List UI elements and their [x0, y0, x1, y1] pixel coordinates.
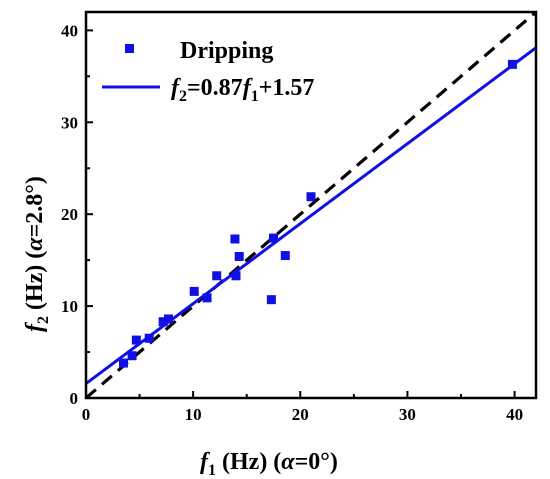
x-tick-label: 30 [399, 405, 416, 424]
x-tick-label: 10 [185, 405, 202, 424]
legend-label-dripping: Dripping [180, 38, 273, 64]
data-point [306, 192, 316, 202]
data-point [131, 335, 141, 345]
data-point [127, 351, 137, 361]
data-point [212, 271, 222, 281]
data-point [507, 59, 517, 69]
data-point [164, 314, 173, 324]
data-point [230, 234, 240, 244]
data-point [231, 271, 241, 281]
y-tick-label: 0 [70, 389, 79, 408]
data-point [144, 333, 154, 343]
data-point [266, 295, 276, 305]
data-point [269, 233, 278, 243]
identity-reference-line [86, 12, 536, 398]
plot-frame [84, 10, 538, 400]
linear-fit-line [86, 46, 536, 385]
y-tick-label: 20 [61, 205, 78, 224]
legend-label-fit: f2=0.87f1+1.57 [171, 75, 314, 105]
data-point [202, 293, 212, 303]
legend-marker-dripping [125, 44, 134, 53]
y-tick-label: 10 [61, 297, 78, 316]
axis-ticks: 0 10 20 30 40 0 10 20 30 40 [61, 21, 523, 424]
legend: Dripping f2=0.87f1+1.57 [102, 38, 314, 105]
data-point [189, 286, 199, 296]
y-tick-label: 30 [61, 113, 78, 132]
x-tick-label: 0 [82, 405, 91, 424]
data-points [119, 59, 517, 368]
data-point [280, 251, 290, 261]
data-point [234, 251, 244, 261]
y-axis-label: f2 (Hz) (α=2.8°) [22, 176, 52, 332]
x-tick-label: 20 [292, 405, 309, 424]
y-tick-label: 40 [61, 21, 78, 40]
data-point [119, 358, 128, 368]
x-tick-label: 40 [506, 405, 523, 424]
data-point [158, 317, 168, 327]
x-axis-label: f1 (Hz) (α=0°) [200, 449, 338, 479]
